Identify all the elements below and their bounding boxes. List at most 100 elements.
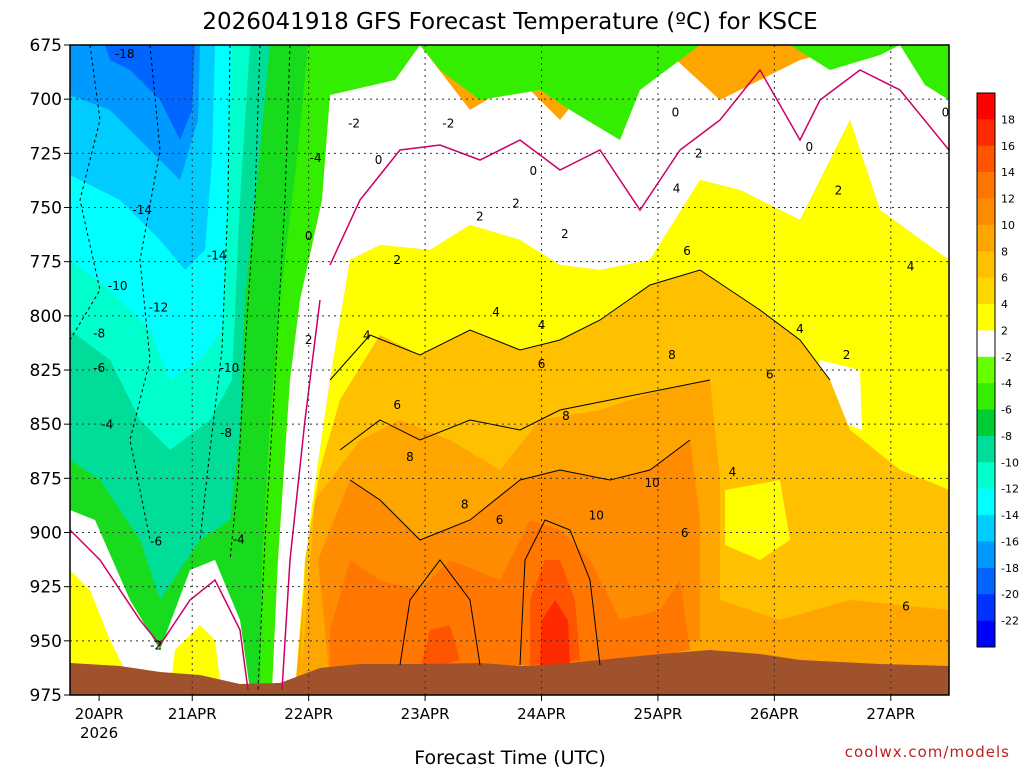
colorbar-label: -20 [1001, 588, 1019, 601]
contour-label: -8 [220, 426, 232, 440]
x-axis-title: Forecast Time (UTC) [414, 747, 605, 768]
colorbar-label: -10 [1001, 456, 1019, 469]
colorbar-label: -16 [1001, 535, 1019, 548]
x-tick-label: 23APR [401, 705, 450, 723]
x-tick-label: 24APR [517, 705, 566, 723]
contour-label: 0 [942, 106, 950, 120]
colorbar-label: -4 [1001, 377, 1012, 390]
contour-label: 6 [538, 357, 546, 371]
colorbar-swatch [977, 541, 995, 569]
chart-title: 2026041918 GFS Forecast Temperature (ºC)… [202, 9, 817, 35]
y-axis: 675 700 725 750 775 800 825 850 875 900 925 950 975 [30, 36, 70, 706]
region-red [540, 600, 570, 665]
contour-label: 6 [683, 244, 691, 258]
colorbar-swatch [977, 198, 995, 226]
contour-label: -4 [233, 532, 245, 546]
contour-label: 6 [902, 600, 910, 614]
plot-area: -18 -14 -10 -12 -8 -6 -4 -14 -10 -8 -6 -4 -2 -4 -2 0 0 2 2… [70, 45, 962, 695]
colorbar-frame [976, 92, 996, 648]
region-red-orange [420, 560, 580, 670]
colorbar-swatch [977, 251, 995, 278]
contour-label: 2 [695, 147, 703, 161]
region-dark-blue [105, 45, 195, 140]
colorbar-label: 8 [1001, 245, 1008, 258]
colorbar-swatch [977, 515, 995, 542]
colorbar: 18 16 14 12 10 8 6 4 2 -2 -4 -6 -8 -10 -12 -14 -16 -18 -20… [976, 92, 1019, 648]
contour-label: 10 [589, 509, 604, 523]
contour-label: -18 [115, 47, 135, 61]
x-tick-label: 26APR [750, 705, 799, 723]
region-yellow [295, 120, 949, 690]
colorbar-swatch [977, 93, 995, 120]
colorbar-label: 18 [1001, 113, 1015, 126]
contour-label: 0 [375, 153, 383, 167]
contour-label: 8 [461, 498, 469, 512]
y-tick-label: 875 [30, 469, 62, 489]
colorbar-swatch [977, 620, 995, 648]
contour-label: -2 [150, 639, 162, 653]
contour-label: 4 [363, 329, 371, 343]
credit-link[interactable]: coolwx.com/models [845, 743, 1010, 761]
colorbar-label: 14 [1001, 166, 1015, 179]
colorbar-label: -12 [1001, 483, 1019, 496]
contour-label: 2 [843, 348, 851, 362]
colorbar-label: -22 [1001, 615, 1019, 628]
contour-label: 0 [805, 140, 813, 154]
colorbar-swatch [977, 172, 995, 199]
colorbar-swatch [977, 277, 995, 305]
colorbar-label: 2 [1001, 324, 1008, 337]
colorbar-swatch [977, 488, 995, 516]
colorbar-swatch [977, 304, 995, 331]
colorbar-swatch [977, 462, 995, 490]
y-tick-label: 825 [30, 361, 62, 381]
zero-isotherm [70, 68, 949, 691]
y-tick-label: 725 [30, 144, 62, 164]
contour-label: 4 [538, 318, 546, 332]
colorbar-label: 16 [1001, 140, 1015, 153]
colorbar-label: 12 [1001, 193, 1015, 206]
contour-label: 4 [673, 181, 681, 195]
region-yellow-pocket [725, 480, 790, 560]
y-tick-label: 950 [30, 632, 62, 652]
contour-label: -10 [220, 361, 240, 375]
colorbar-label: -2 [1001, 351, 1012, 364]
colorbar-label: 6 [1001, 272, 1008, 285]
x-tick-label: 22APR [284, 705, 333, 723]
terrain [70, 650, 949, 695]
y-tick-label: 750 [30, 199, 62, 219]
contour-label: -2 [442, 116, 454, 130]
colorbar-swatch [977, 383, 995, 410]
contour-label: 4 [796, 322, 804, 336]
contour-label: 10 [644, 476, 659, 490]
colorbar-label: 10 [1001, 219, 1015, 232]
contour-label: 0 [530, 164, 538, 178]
contour-label: 2 [476, 210, 484, 224]
contour-label: 6 [496, 513, 504, 527]
colorbar-swatch [977, 330, 995, 358]
x-tick-label: 21APR [168, 705, 217, 723]
grid-lines [70, 45, 949, 695]
contour-lines [329, 269, 831, 666]
x-tick-label: 27APR [866, 705, 915, 723]
colorbar-swatch [977, 356, 995, 384]
x-tick-sublabel: 2026 [80, 724, 118, 742]
region-white [272, 45, 949, 690]
contour-label: 8 [562, 409, 570, 423]
colorbar-swatch [977, 567, 995, 595]
contour-label: 6 [766, 368, 774, 382]
contour-label: 8 [668, 348, 676, 362]
contour-label: 0 [672, 106, 680, 120]
colorbar-swatch [977, 435, 995, 463]
colorbar-label: -14 [1001, 509, 1019, 522]
colorbar-swatch [977, 224, 995, 252]
y-tick-label: 675 [30, 36, 62, 56]
contour-label: -14 [132, 203, 152, 217]
contour-label: 4 [492, 305, 500, 319]
contour-label: -2 [348, 116, 360, 130]
x-tick-label: 20APR [75, 705, 124, 723]
contour-label: -4 [101, 418, 113, 432]
contour-label: 4 [954, 402, 962, 416]
region-green-top [420, 45, 949, 140]
